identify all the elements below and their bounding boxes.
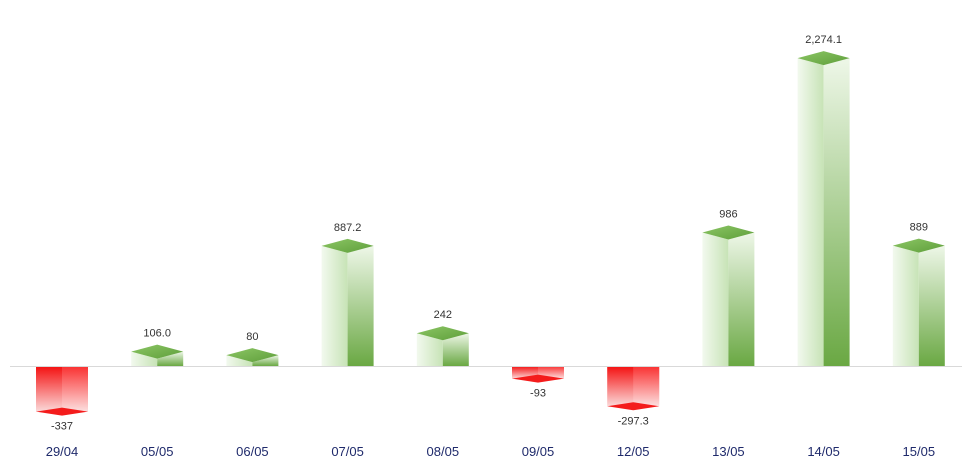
bar-bottom	[512, 374, 564, 383]
bar-face-right	[918, 245, 945, 366]
bar-top	[226, 348, 279, 363]
value-label: 889	[910, 222, 928, 234]
value-label: -337	[51, 421, 73, 433]
bar-bottom	[607, 402, 660, 411]
value-label: -297.3	[618, 415, 649, 427]
value-label: 2,274.1	[805, 34, 842, 46]
bar-face-left	[892, 245, 919, 366]
bar	[797, 51, 850, 367]
bar-face-left	[226, 355, 253, 366]
bar-face-left	[416, 333, 443, 366]
bar-top	[321, 238, 374, 253]
bar-top	[892, 238, 945, 253]
bar-face-left	[321, 245, 348, 366]
category-label: 15/05	[903, 444, 936, 459]
category-label: 14/05	[807, 444, 840, 459]
category-label: 29/04	[46, 444, 79, 459]
category-label: 07/05	[331, 444, 364, 459]
bar	[416, 326, 469, 366]
bar-top	[702, 225, 755, 240]
bar	[36, 366, 88, 416]
bar-bottom	[36, 407, 88, 416]
category-label: 12/05	[617, 444, 650, 459]
value-label: 887.2	[334, 222, 362, 234]
bar-face-right	[442, 333, 469, 366]
bar-face-left	[702, 232, 729, 366]
labels-layer: -337 29/04 106.0 05/05 80 06/05 887.2 07/05 242 0…	[46, 34, 935, 459]
value-label: -93	[530, 388, 546, 400]
bar-face-right	[538, 366, 564, 379]
bar-face-right	[62, 366, 88, 412]
bar	[321, 238, 374, 366]
bar	[226, 348, 279, 366]
bar	[892, 238, 945, 366]
value-label: 986	[719, 208, 737, 220]
category-label: 08/05	[427, 444, 460, 459]
bar-top	[797, 51, 850, 66]
bar-face-right	[347, 245, 374, 366]
bar-face-left	[131, 351, 158, 366]
value-label: 242	[434, 309, 452, 321]
bar	[607, 366, 660, 411]
bar-face-right	[728, 232, 755, 366]
category-label: 09/05	[522, 444, 555, 459]
bar-face-right	[252, 355, 279, 366]
bar	[702, 225, 755, 366]
bar-face-right	[823, 58, 850, 367]
category-label: 13/05	[712, 444, 745, 459]
value-label: 106.0	[143, 328, 171, 340]
bar-face-right	[633, 366, 660, 407]
category-label: 05/05	[141, 444, 174, 459]
bar-face-left	[797, 58, 824, 367]
bar	[512, 366, 564, 383]
bar-face-right	[157, 351, 184, 366]
category-label: 06/05	[236, 444, 269, 459]
bars-layer	[36, 51, 945, 416]
bar	[131, 344, 184, 366]
bar-top	[131, 344, 184, 359]
value-label: 80	[246, 331, 258, 343]
bar-top	[416, 326, 469, 341]
